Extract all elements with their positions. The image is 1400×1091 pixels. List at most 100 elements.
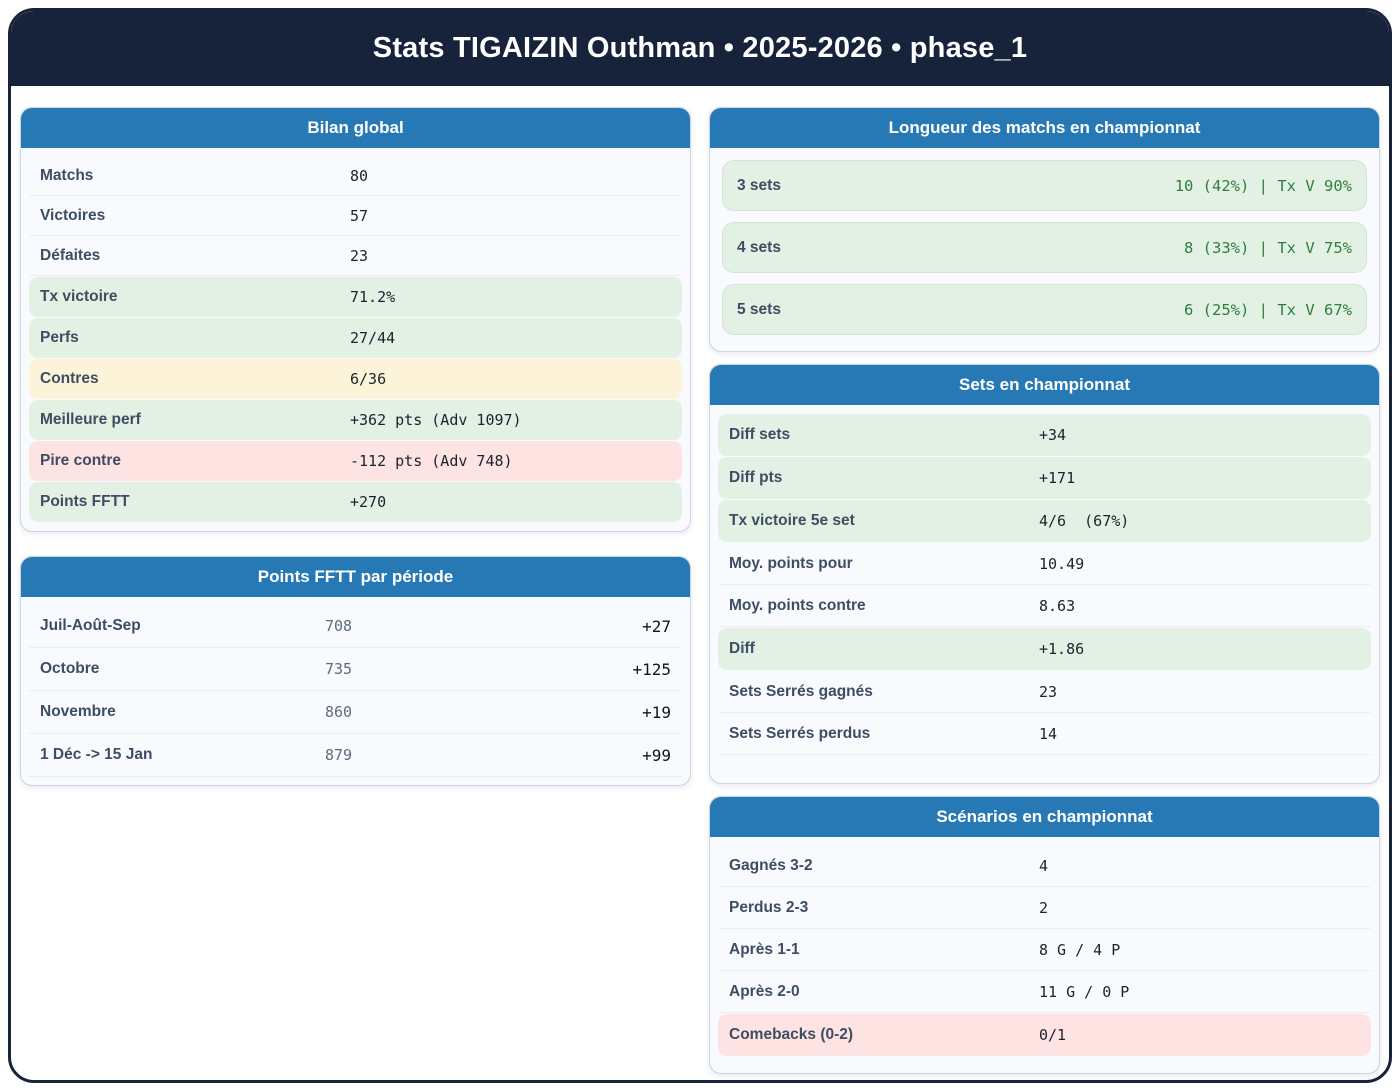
- period-points: 735: [325, 660, 353, 678]
- stat-value: 6/36: [350, 369, 387, 388]
- stat-label: Après 1-1: [729, 940, 800, 958]
- stat-value: 0/1: [1039, 1025, 1067, 1044]
- stat-value: +34: [1039, 425, 1067, 444]
- stat-label: Victoires: [40, 206, 106, 224]
- stat-row: Sets Serrés perdus 14: [718, 713, 1371, 755]
- stat-value: 27/44: [350, 328, 396, 347]
- stat-label: Diff: [729, 639, 755, 657]
- stat-value: 4/6 (67%): [1039, 511, 1130, 530]
- card-scenarios-championnat-title: Scénarios en championnat: [710, 797, 1379, 837]
- stat-value: 71.2%: [350, 287, 396, 306]
- period-row: 1 Déc -> 15 Jan 879 +99: [29, 734, 682, 777]
- stat-row: Moy. points contre 8.63: [718, 585, 1371, 627]
- period-label: Octobre: [40, 660, 100, 677]
- stat-value: 8.63: [1039, 596, 1076, 615]
- stat-value: +171: [1039, 468, 1076, 487]
- period-delta: +125: [632, 659, 671, 679]
- stat-label: Tx victoire: [40, 287, 118, 305]
- stat-label: Diff sets: [729, 425, 791, 443]
- stat-label: Meilleure perf: [40, 410, 141, 428]
- stat-label: Moy. points pour: [729, 554, 853, 572]
- stat-label: Après 2-0: [729, 982, 800, 1000]
- match-length-row: 5 sets 6 (25%) | Tx V 67%: [722, 284, 1367, 335]
- stat-row: Diff pts +171: [718, 457, 1371, 499]
- stat-label: Moy. points contre: [729, 596, 866, 614]
- stat-value: +1.86: [1039, 639, 1085, 658]
- stat-value: 11 G / 0 P: [1039, 982, 1130, 1001]
- stat-row: Meilleure perf +362 pts (Adv 1097): [29, 400, 682, 440]
- stat-row: Sets Serrés gagnés 23: [718, 671, 1371, 713]
- stat-value: 57: [350, 206, 369, 225]
- stat-value: 23: [350, 246, 369, 265]
- stat-label: Perfs: [40, 328, 79, 346]
- stat-row: Défaites 23: [29, 236, 682, 276]
- stat-value: 14: [1039, 724, 1058, 743]
- right-column: Longueur des matchs en championnat 3 set…: [709, 107, 1380, 1080]
- stat-row: Moy. points pour 10.49: [718, 543, 1371, 585]
- stat-label: Points FFTT: [40, 492, 130, 510]
- match-length-label: 3 sets: [737, 176, 781, 194]
- period-delta: +99: [642, 745, 671, 765]
- stat-row: Points FFTT +270: [29, 482, 682, 522]
- stat-label: Défaites: [40, 246, 101, 264]
- stat-row: Après 1-1 8 G / 4 P: [718, 929, 1371, 971]
- card-sets-championnat-title: Sets en championnat: [710, 365, 1379, 405]
- match-length-row: 3 sets 10 (42%) | Tx V 90%: [722, 160, 1367, 211]
- stat-row: Pire contre -112 pts (Adv 748): [29, 441, 682, 481]
- period-label: Novembre: [40, 703, 116, 720]
- period-row: Novembre 860 +19: [29, 691, 682, 734]
- card-bilan-global: Bilan global Matchs 80 Victoires 57 Défa…: [20, 107, 691, 532]
- period-points: 879: [325, 746, 353, 764]
- stat-value: 4: [1039, 856, 1049, 875]
- app-header: Stats TIGAIZIN Outhman • 2025-2026 • pha…: [11, 11, 1389, 86]
- stat-label: Pire contre: [40, 451, 121, 469]
- stat-row: Diff sets +34: [718, 414, 1371, 456]
- card-points-fftt-periode-body: Juil-Août-Sep 708 +27 Octobre 735 +125 N…: [21, 597, 690, 785]
- match-length-value: 8 (33%) | Tx V 75%: [1184, 238, 1352, 257]
- stat-row: Contres 6/36: [29, 359, 682, 399]
- stat-value: 10.49: [1039, 554, 1085, 573]
- stat-row: Tx victoire 71.2%: [29, 277, 682, 317]
- stat-label: Tx victoire 5e set: [729, 511, 855, 529]
- period-delta: +19: [642, 702, 671, 722]
- stat-row: Après 2-0 11 G / 0 P: [718, 971, 1371, 1013]
- card-scenarios-championnat-body: Gagnés 3-2 4 Perdus 2-3 2 Après 1-1 8 G …: [710, 837, 1379, 1073]
- page-title: Stats TIGAIZIN Outhman • 2025-2026 • pha…: [372, 32, 1028, 64]
- stat-label: Sets Serrés gagnés: [729, 682, 873, 700]
- card-bilan-global-title: Bilan global: [21, 108, 690, 148]
- card-longueur-matchs-title: Longueur des matchs en championnat: [710, 108, 1379, 148]
- stat-value: +270: [350, 492, 387, 511]
- card-points-fftt-periode: Points FFTT par période Juil-Août-Sep 70…: [20, 556, 691, 786]
- stat-row: Perfs 27/44: [29, 318, 682, 358]
- card-sets-championnat: Sets en championnat Diff sets +34 Diff p…: [709, 364, 1380, 784]
- period-points: 708: [325, 617, 353, 635]
- card-sets-championnat-body: Diff sets +34 Diff pts +171 Tx victoire …: [710, 405, 1379, 783]
- stat-value: +362 pts (Adv 1097): [350, 410, 522, 429]
- period-row: Juil-Août-Sep 708 +27: [29, 605, 682, 648]
- stat-value: 23: [1039, 682, 1058, 701]
- stat-label: Contres: [40, 369, 99, 387]
- card-bilan-global-body: Matchs 80 Victoires 57 Défaites 23 Tx vi…: [21, 148, 690, 531]
- stat-label: Gagnés 3-2: [729, 856, 813, 874]
- match-length-value: 6 (25%) | Tx V 67%: [1184, 300, 1352, 319]
- stats-page: Stats TIGAIZIN Outhman • 2025-2026 • pha…: [8, 8, 1392, 1083]
- content: Bilan global Matchs 80 Victoires 57 Défa…: [11, 86, 1389, 1080]
- stat-label: Matchs: [40, 166, 94, 184]
- stat-row: Comebacks (0-2) 0/1: [718, 1014, 1371, 1056]
- period-points: 860: [325, 703, 353, 721]
- stat-row: Tx victoire 5e set 4/6 (67%): [718, 500, 1371, 542]
- stat-value: 2: [1039, 898, 1049, 917]
- left-column: Bilan global Matchs 80 Victoires 57 Défa…: [20, 107, 691, 1080]
- match-length-label: 4 sets: [737, 238, 781, 256]
- period-label: Juil-Août-Sep: [40, 617, 141, 634]
- stat-row: Matchs 80: [29, 156, 682, 196]
- period-label: 1 Déc -> 15 Jan: [40, 746, 153, 763]
- stat-label: Sets Serrés perdus: [729, 724, 871, 742]
- period-row: Octobre 735 +125: [29, 648, 682, 691]
- period-delta: +27: [642, 616, 671, 636]
- stat-label: Comebacks (0-2): [729, 1025, 854, 1043]
- stat-value: 8 G / 4 P: [1039, 940, 1121, 959]
- match-length-row: 4 sets 8 (33%) | Tx V 75%: [722, 222, 1367, 273]
- stat-label: Perdus 2-3: [729, 898, 809, 916]
- stat-row: Gagnés 3-2 4: [718, 845, 1371, 887]
